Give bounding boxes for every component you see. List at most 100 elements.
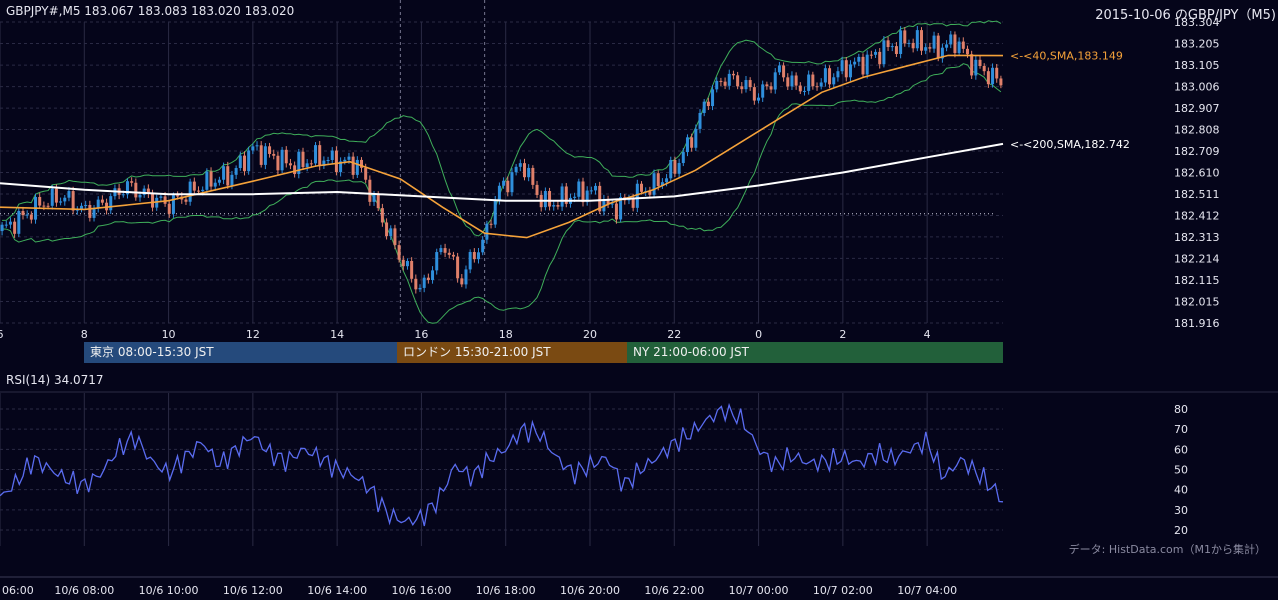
candle-body bbox=[21, 211, 25, 216]
candle-body bbox=[460, 278, 464, 285]
candle-body bbox=[894, 46, 898, 54]
candle-body bbox=[648, 191, 652, 195]
candle-body bbox=[819, 82, 823, 87]
candle-body bbox=[176, 195, 180, 197]
candle-body bbox=[828, 68, 832, 85]
candle-body bbox=[389, 228, 393, 237]
candle-body bbox=[506, 180, 510, 193]
candle-body bbox=[17, 211, 21, 234]
candle-body bbox=[978, 59, 982, 66]
candle-body bbox=[907, 42, 911, 44]
candle-body bbox=[234, 168, 238, 175]
date-x-axis: 06:00 10/6 08:00 10/6 10:00 10/6 12:00 10/6 … bbox=[2, 584, 957, 597]
date-tick-label: 10/6 16:00 bbox=[391, 584, 451, 597]
candle-body bbox=[899, 30, 903, 54]
candle-body bbox=[903, 30, 907, 44]
candle-body bbox=[255, 145, 259, 147]
candle-body bbox=[598, 185, 602, 212]
date-tick-label: 10/7 04:00 bbox=[897, 584, 957, 597]
candle-body bbox=[355, 159, 359, 175]
candle-body bbox=[464, 269, 468, 285]
candle-body bbox=[940, 47, 944, 59]
date-tick-label: 10/6 18:00 bbox=[476, 584, 536, 597]
candle-body bbox=[690, 137, 694, 148]
candle-body bbox=[552, 205, 556, 207]
candle-body bbox=[79, 205, 83, 210]
price-tick-label: 181.916 bbox=[1174, 317, 1220, 330]
session-london: ロンドン 15:30-21:00 JST bbox=[397, 342, 627, 363]
candle-body bbox=[915, 30, 919, 49]
candle-body bbox=[493, 200, 497, 225]
candle-body bbox=[209, 171, 213, 187]
date-tick-label: 06:00 bbox=[2, 584, 34, 597]
candle-body bbox=[439, 248, 443, 253]
candle-body bbox=[510, 172, 514, 193]
candle-body bbox=[865, 54, 869, 75]
candle-body bbox=[184, 199, 188, 202]
hour-tick-label: 8 bbox=[81, 328, 88, 341]
candle-body bbox=[125, 181, 129, 195]
date-tick-label: 10/6 10:00 bbox=[139, 584, 199, 597]
candle-body bbox=[673, 159, 677, 174]
candle-body bbox=[564, 186, 568, 204]
hour-tick-label: 22 bbox=[667, 328, 681, 341]
candle-body bbox=[878, 51, 882, 65]
candle-body bbox=[869, 54, 873, 56]
candle-body bbox=[518, 163, 522, 167]
rsi-title: RSI(14) 34.0717 bbox=[6, 373, 104, 387]
candle-body bbox=[970, 54, 974, 76]
candle-body bbox=[477, 252, 481, 260]
candle-body bbox=[63, 197, 67, 202]
candle-body bbox=[456, 256, 460, 279]
candle-body bbox=[606, 199, 610, 205]
candle-body bbox=[318, 145, 322, 167]
price-tick-label: 182.115 bbox=[1174, 274, 1220, 287]
candle-body bbox=[451, 254, 455, 257]
candle-body bbox=[67, 191, 71, 198]
candle-body bbox=[167, 203, 171, 214]
candle-body bbox=[757, 97, 761, 101]
candle-body bbox=[965, 48, 969, 55]
candle-body bbox=[723, 81, 727, 86]
candle-body bbox=[385, 222, 389, 237]
candle-body bbox=[748, 80, 752, 88]
date-tick-label: 10/6 22:00 bbox=[644, 584, 704, 597]
candle-body bbox=[823, 68, 827, 83]
rsi-y-axis[interactable]: 80 70 60 50 40 30 20 bbox=[1174, 403, 1188, 537]
candle-body bbox=[711, 89, 715, 107]
candle-body bbox=[92, 208, 96, 218]
candle-body bbox=[740, 86, 744, 90]
candle-body bbox=[681, 152, 685, 164]
candle-body bbox=[146, 188, 150, 194]
hour-tick-label: 4 bbox=[924, 328, 931, 341]
candle-body bbox=[42, 205, 46, 207]
rsi-tick-label: 40 bbox=[1174, 484, 1188, 497]
price-candles bbox=[0, 26, 1003, 294]
candle-body bbox=[330, 150, 334, 161]
rsi-line bbox=[0, 402, 1004, 527]
candle-body bbox=[882, 40, 886, 65]
price-tick-label: 182.015 bbox=[1174, 296, 1220, 309]
candle-body bbox=[769, 86, 773, 90]
data-source-note: データ: HistData.com（M1から集計） bbox=[1068, 543, 1266, 556]
candle-body bbox=[96, 199, 100, 209]
candle-body bbox=[142, 188, 146, 195]
candle-body bbox=[59, 201, 63, 203]
candle-body bbox=[752, 87, 756, 101]
candle-body bbox=[301, 151, 305, 168]
candle-body bbox=[811, 74, 815, 87]
moving-average-lines: <-<40,SMA,183.149 <-<200,SMA,182.742 bbox=[0, 50, 1130, 239]
candle-body bbox=[974, 59, 978, 76]
candle-body bbox=[619, 197, 623, 220]
candle-body bbox=[443, 248, 447, 253]
candle-body bbox=[920, 30, 924, 51]
candle-body bbox=[727, 73, 731, 86]
date-tick-label: 10/7 00:00 bbox=[729, 584, 789, 597]
candle-body bbox=[715, 80, 719, 90]
price-y-axis[interactable]: 183.304 183.205 183.105 183.006 182.907 182.8… bbox=[1174, 16, 1220, 330]
rsi-tick-label: 80 bbox=[1174, 403, 1188, 416]
candle-body bbox=[702, 101, 706, 113]
price-tick-label: 182.511 bbox=[1174, 188, 1220, 201]
hour-x-axis: 6 8 10 12 14 16 18 20 22 0 2 4 bbox=[0, 328, 931, 341]
candle-body bbox=[832, 77, 836, 85]
